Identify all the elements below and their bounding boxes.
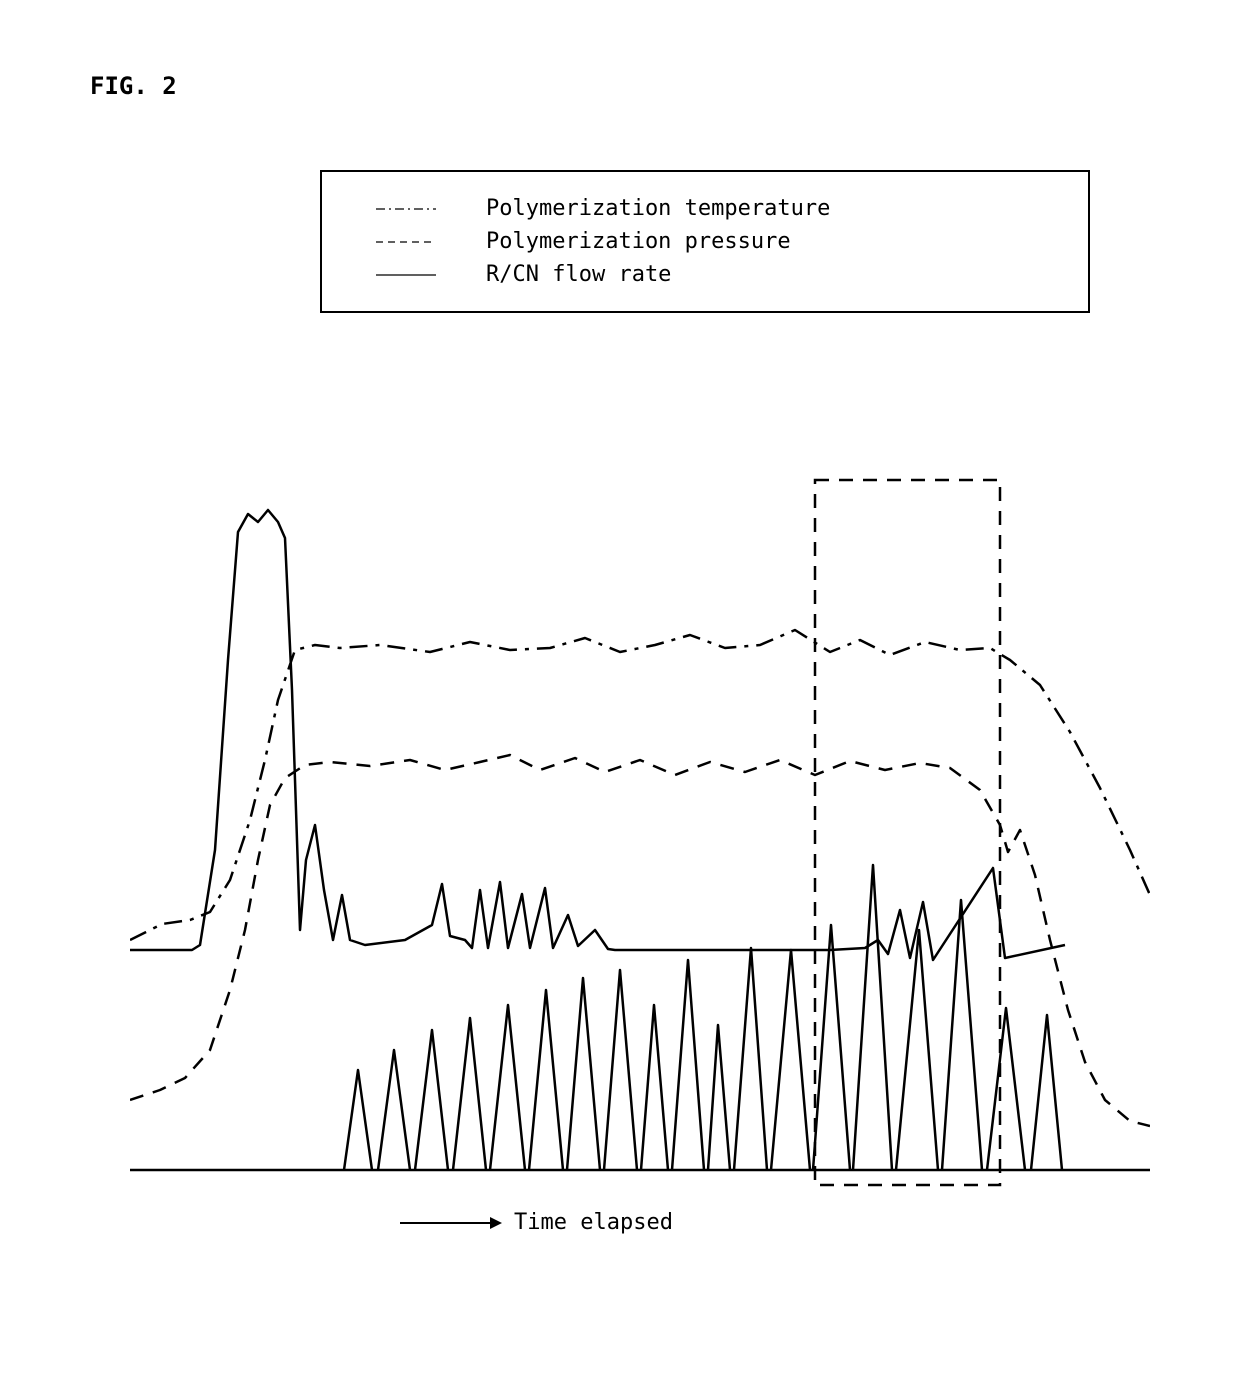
arrow-icon	[400, 1222, 500, 1224]
legend-label: Polymerization pressure	[486, 229, 791, 254]
x-axis-label-row: Time elapsed	[400, 1210, 673, 1235]
arrow-head-icon	[490, 1217, 502, 1229]
x-axis-label: Time elapsed	[514, 1210, 673, 1235]
legend-label: R/CN flow rate	[486, 262, 671, 287]
legend-item: Polymerization pressure	[346, 229, 1064, 254]
chart-svg	[130, 470, 1150, 1200]
legend-swatch-pressure	[346, 241, 466, 243]
legend-label: Polymerization temperature	[486, 196, 830, 221]
figure-label-text: FIG. 2	[90, 72, 177, 100]
legend-box: Polymerization temperature Polymerizatio…	[320, 170, 1090, 313]
legend-item: Polymerization temperature	[346, 196, 1064, 221]
legend-item: R/CN flow rate	[346, 262, 1064, 287]
legend-swatch-flow	[346, 274, 466, 276]
chart-area	[130, 470, 1150, 1204]
figure-label: FIG. 2	[90, 72, 177, 100]
legend-swatch-temp	[346, 208, 466, 210]
